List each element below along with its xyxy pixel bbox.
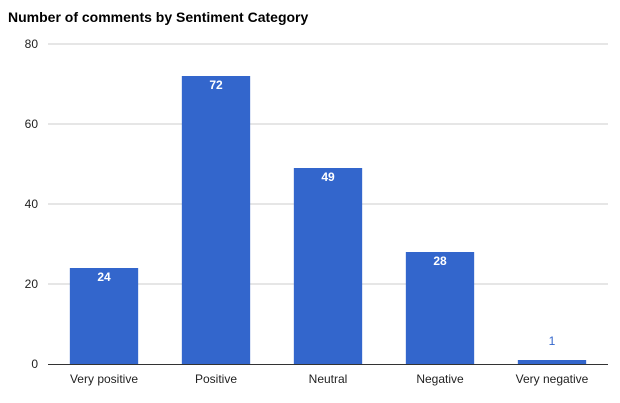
- data-label: 1: [549, 334, 556, 348]
- x-tick-label: Very positive: [70, 372, 138, 386]
- x-tick-label: Very negative: [516, 372, 589, 386]
- y-tick-label: 60: [25, 117, 39, 131]
- y-tick-label: 20: [25, 277, 39, 291]
- x-tick-label: Positive: [195, 372, 237, 386]
- data-labels: 24 72 49 28 1: [97, 78, 555, 348]
- data-label: 49: [321, 170, 335, 184]
- data-label: 72: [209, 78, 223, 92]
- chart-title: Number of comments by Sentiment Category: [8, 9, 309, 25]
- x-axis: Very positive Positive Neutral Negative Very…: [70, 372, 589, 386]
- y-tick-label: 40: [25, 197, 39, 211]
- bar: [293, 168, 363, 364]
- x-tick-label: Negative: [416, 372, 464, 386]
- bar: [517, 360, 587, 364]
- bar: [405, 252, 475, 364]
- data-label: 24: [97, 270, 111, 284]
- y-axis: 0 20 40 60 80: [25, 37, 39, 371]
- bar: [181, 76, 251, 364]
- bar: [69, 268, 139, 364]
- x-tick-label: Neutral: [309, 372, 348, 386]
- bars: [69, 76, 587, 364]
- y-tick-label: 0: [31, 357, 38, 371]
- y-tick-label: 80: [25, 37, 39, 51]
- data-label: 28: [433, 254, 447, 268]
